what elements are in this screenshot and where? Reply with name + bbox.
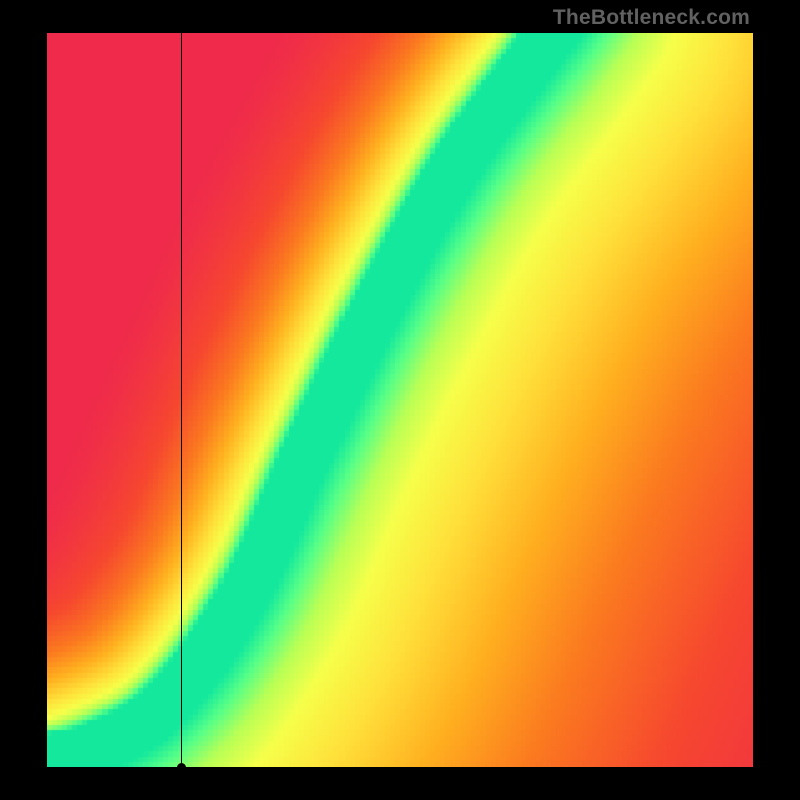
crosshair-dot (177, 763, 186, 772)
heatmap-canvas (47, 33, 753, 767)
crosshair-horizontal (47, 767, 753, 768)
heatmap-plot (47, 33, 753, 767)
watermark-text: TheBottleneck.com (553, 6, 750, 30)
crosshair-vertical (181, 33, 182, 767)
